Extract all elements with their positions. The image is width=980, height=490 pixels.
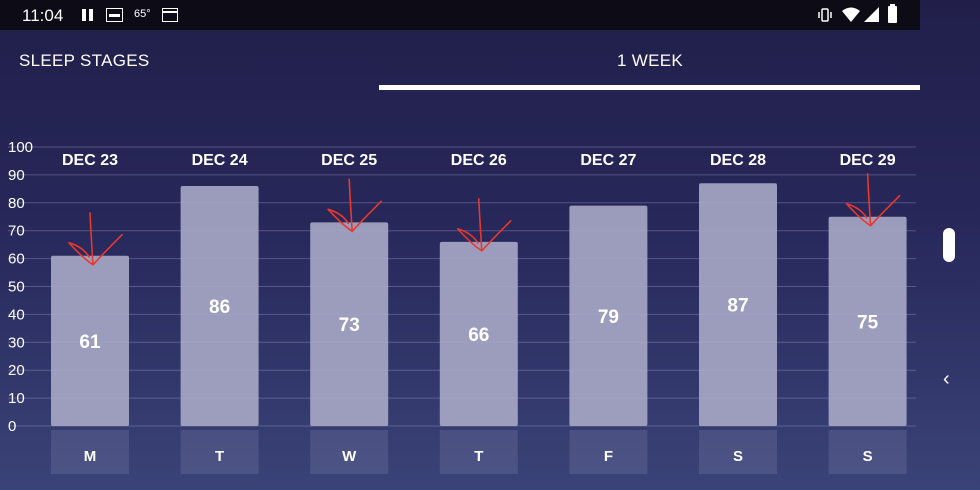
x-tick-label: F <box>604 448 613 465</box>
vibrate-icon <box>818 8 832 22</box>
bar[interactable] <box>180 186 259 426</box>
y-tick-label: 70 <box>8 223 25 240</box>
annotation-arrow <box>845 172 901 227</box>
x-tick-label: S <box>863 448 873 465</box>
date-label: DEC 23 <box>62 152 118 169</box>
date-label: DEC 29 <box>840 152 896 169</box>
y-tick-label: 100 <box>8 139 33 156</box>
bar[interactable] <box>439 241 518 426</box>
image-icon <box>106 8 123 22</box>
status-time: 11:04 <box>22 6 64 25</box>
bar-value-label: 87 <box>727 296 748 317</box>
y-tick-label: 30 <box>8 334 25 351</box>
x-tick-label: T <box>215 448 224 465</box>
edge-panel-handle[interactable] <box>943 228 955 262</box>
status-temperature: 65° <box>134 8 151 20</box>
bar-value-label: 86 <box>209 297 230 318</box>
chevron-left-icon[interactable]: ‹ <box>943 368 950 390</box>
y-tick-label: 20 <box>8 362 25 379</box>
pause-icon <box>82 9 94 21</box>
x-tick-label: M <box>84 448 97 465</box>
bar-reflection <box>310 430 389 474</box>
y-tick-label: 0 <box>8 418 16 435</box>
bar-reflection <box>828 430 907 474</box>
date-label: DEC 25 <box>321 152 377 169</box>
bar-reflection <box>699 430 777 474</box>
y-tick-label: 40 <box>8 306 25 323</box>
bar[interactable] <box>310 222 389 426</box>
y-tick-label: 10 <box>8 390 25 407</box>
calendar-icon <box>162 8 178 22</box>
annotation-arrow <box>327 178 382 233</box>
bar-value-label: 73 <box>339 315 360 336</box>
bar[interactable] <box>699 183 777 426</box>
bar-reflection <box>180 430 259 474</box>
tab-1-week[interactable]: 1 WEEK <box>617 51 684 70</box>
y-tick-label: 60 <box>8 251 25 268</box>
tab-sleep-stages[interactable]: SLEEP STAGES <box>19 51 150 70</box>
battery-icon <box>888 4 897 23</box>
signal-icon <box>864 7 879 22</box>
y-tick-label: 80 <box>8 195 25 212</box>
x-tick-label: T <box>474 448 483 465</box>
date-label: DEC 24 <box>192 152 248 169</box>
annotation-arrow <box>457 198 512 252</box>
sleep-bar-chart: 0 10 20 30 40 50 60 70 80 90 100 61 DEC 23 M 86 DEC 24 T… <box>8 139 916 474</box>
bar-reflection <box>51 430 129 474</box>
wifi-icon <box>842 7 860 22</box>
bar[interactable] <box>51 255 129 426</box>
x-tick-label: W <box>342 448 357 465</box>
bar-value-label: 61 <box>79 332 101 353</box>
active-tab-indicator <box>379 85 920 90</box>
bar-value-label: 66 <box>468 325 489 346</box>
y-tick-label: 90 <box>8 167 25 184</box>
bar-reflection <box>439 430 518 474</box>
y-tick-label: 50 <box>8 279 25 296</box>
status-bar: 11:04 65° <box>0 0 920 30</box>
bar-value-label: 79 <box>598 307 619 328</box>
bar-value-label: 75 <box>857 312 879 333</box>
date-label: DEC 27 <box>580 152 636 169</box>
date-label: DEC 26 <box>451 152 507 169</box>
bar[interactable] <box>569 205 648 426</box>
x-tick-label: S <box>733 448 743 465</box>
bar-reflection <box>569 430 648 474</box>
date-label: DEC 28 <box>710 152 766 169</box>
annotation-arrow <box>68 212 123 266</box>
bar[interactable] <box>828 216 907 426</box>
